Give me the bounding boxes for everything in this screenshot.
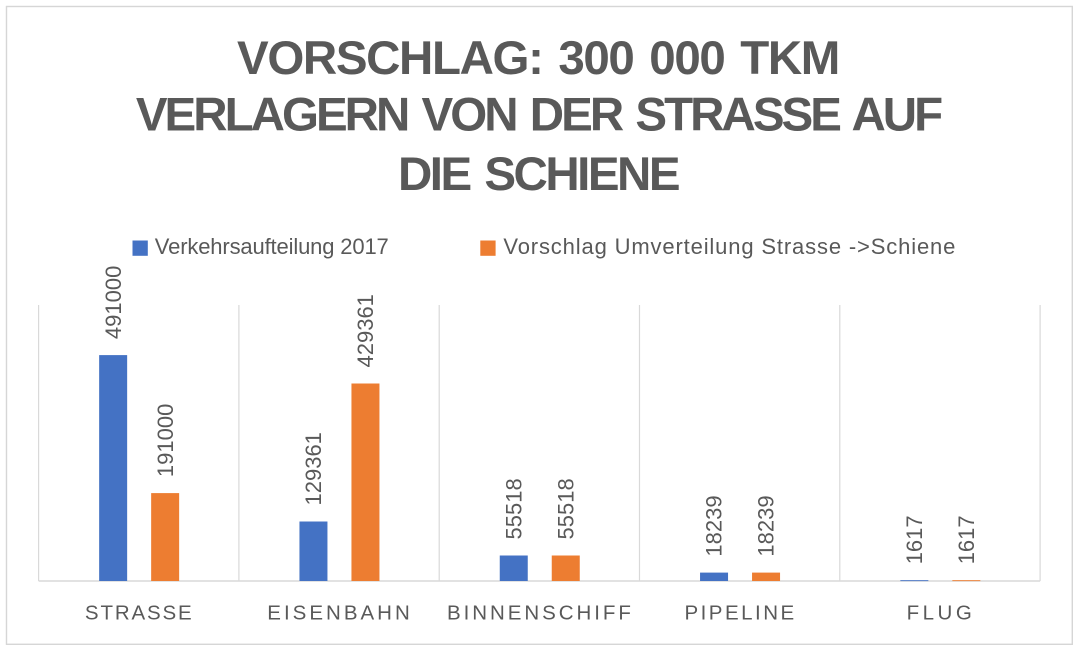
svg-text:1617: 1617 bbox=[902, 515, 927, 564]
svg-text:EISENBAHN: EISENBAHN bbox=[267, 602, 412, 625]
svg-text:55518: 55518 bbox=[553, 478, 578, 539]
svg-text:VORSCHLAG: 300 000 TKM: VORSCHLAG: 300 000 TKM bbox=[237, 32, 839, 85]
svg-text:1617: 1617 bbox=[954, 515, 979, 564]
svg-text:VERLAGERN VON DER STRASSE AUF: VERLAGERN VON DER STRASSE AUF bbox=[136, 89, 942, 142]
svg-text:129361: 129361 bbox=[301, 432, 326, 505]
svg-text:BINNENSCHIFF: BINNENSCHIFF bbox=[447, 602, 634, 625]
svg-text:18239: 18239 bbox=[702, 495, 727, 556]
svg-text:Verkehrsaufteilung 2017: Verkehrsaufteilung 2017 bbox=[155, 234, 389, 259]
svg-text:FLUG: FLUG bbox=[907, 602, 976, 625]
svg-text:55518: 55518 bbox=[501, 478, 526, 539]
svg-text:18239: 18239 bbox=[754, 495, 779, 556]
svg-text:191000: 191000 bbox=[153, 404, 178, 477]
svg-text:429361: 429361 bbox=[353, 294, 378, 367]
svg-text:Vorschlag Umverteilung Strasse: Vorschlag Umverteilung Strasse ->Schiene bbox=[503, 234, 956, 259]
svg-text:STRASSE: STRASSE bbox=[85, 602, 194, 625]
svg-text:DIE SCHIENE: DIE SCHIENE bbox=[398, 148, 679, 201]
svg-text:491000: 491000 bbox=[101, 266, 126, 339]
svg-text:PIPELINE: PIPELINE bbox=[684, 602, 796, 625]
